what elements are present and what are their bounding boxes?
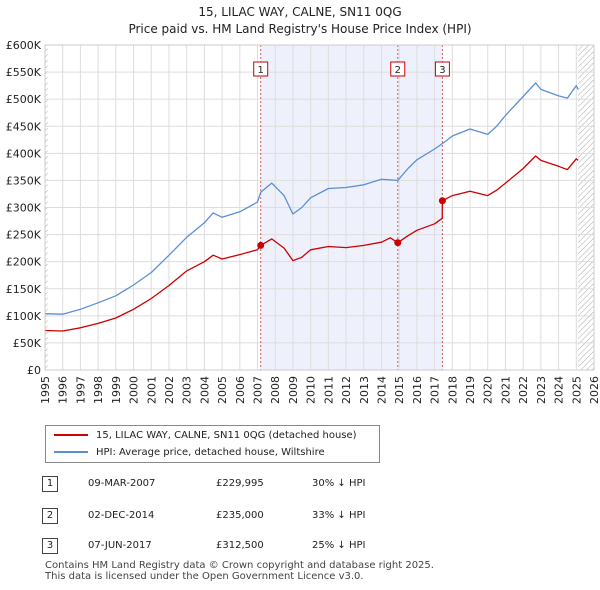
chart-subtitle: Price paid vs. HM Land Registry's House … xyxy=(128,22,471,36)
x-tick-label: 2008 xyxy=(269,376,282,404)
x-tick-label: 1999 xyxy=(110,376,123,404)
x-tick-label: 2010 xyxy=(305,376,318,404)
footer-licence: This data is licensed under the Open Gov… xyxy=(45,571,364,582)
price-chart: 15, LILAC WAY, CALNE, SN11 0QG Price pai… xyxy=(6,5,600,404)
y-tick-label: £550K xyxy=(6,66,42,79)
sale-point xyxy=(394,239,402,247)
x-tick-label: 2023 xyxy=(535,376,548,404)
x-tick-label: 2006 xyxy=(234,376,247,404)
y-tick-label: £0 xyxy=(27,364,41,377)
footer: Contains HM Land Registry data © Crown c… xyxy=(45,560,434,582)
sale-marker-box-label: 1 xyxy=(258,65,264,76)
sale-marker-boxes: 1 2 3 xyxy=(253,61,450,77)
x-axis-ticks: 1995 1996 1997 1998 1999 2000 2001 2002 2003 2004… xyxy=(39,376,600,404)
x-tick-label: 2024 xyxy=(553,376,566,404)
sale-hpi-diff: 33% ↓ HPI xyxy=(312,510,366,521)
y-tick-label: £300K xyxy=(6,202,42,215)
sale-date: 02-DEC-2014 xyxy=(88,510,155,521)
x-tick-label: 2025 xyxy=(570,376,583,404)
sale-marker-box-frame xyxy=(253,61,269,77)
y-tick-label: £450K xyxy=(6,120,42,133)
sale-price: £312,500 xyxy=(216,540,264,551)
sale-point xyxy=(438,197,446,205)
x-tick-label: 2001 xyxy=(145,376,158,404)
sale-badge: 1 xyxy=(42,476,58,492)
y-tick-label: £500K xyxy=(6,93,42,106)
x-tick-label: 2017 xyxy=(429,376,442,404)
sale-date: 07-JUN-2017 xyxy=(88,540,152,551)
x-tick-label: 2015 xyxy=(393,376,406,404)
sale-hpi-diff: 25% ↓ HPI xyxy=(312,540,366,551)
y-tick-label: £150K xyxy=(6,283,42,296)
x-tick-label: 2026 xyxy=(588,376,600,404)
sale-row: 3 07-JUN-2017 £312,500 25% ↓ HPI xyxy=(42,538,382,554)
x-tick-label: 1996 xyxy=(57,376,70,404)
x-tick-label: 2019 xyxy=(464,376,477,404)
y-tick-label: £400K xyxy=(6,147,42,160)
x-tick-label: 2000 xyxy=(128,376,141,404)
sale-hpi-diff: 30% ↓ HPI xyxy=(312,478,366,489)
plot-border xyxy=(44,44,595,371)
x-tick-label: 1998 xyxy=(92,376,105,404)
sale-marker-box-frame xyxy=(434,61,450,77)
legend-swatch-hpi xyxy=(54,451,88,453)
legend-label-hpi: HPI: Average price, detached house, Wilt… xyxy=(96,447,325,458)
gridlines xyxy=(44,44,595,371)
chart-title: 15, LILAC WAY, CALNE, SN11 0QG xyxy=(198,5,401,19)
x-tick-label: 2009 xyxy=(287,376,300,404)
sale-price: £235,000 xyxy=(216,510,264,521)
sale-price: £229,995 xyxy=(216,478,264,489)
x-tick-label: 2004 xyxy=(198,376,211,404)
legend-swatch-property xyxy=(54,434,88,436)
x-tick-label: 2022 xyxy=(517,376,530,404)
x-tick-label: 2011 xyxy=(322,376,335,404)
sale-row: 1 09-MAR-2007 £229,995 30% ↓ HPI xyxy=(42,476,382,492)
x-tick-label: 2013 xyxy=(358,376,371,404)
x-tick-label: 2005 xyxy=(216,376,229,404)
y-tick-label: £350K xyxy=(6,174,42,187)
x-tick-label: 2021 xyxy=(499,376,512,404)
series-line xyxy=(45,82,579,315)
x-tick-label: 1995 xyxy=(39,376,52,404)
sale-point xyxy=(257,241,265,249)
sale-marker-box-label: 3 xyxy=(439,65,445,76)
y-tick-label: £600K xyxy=(6,39,42,52)
sale-marker-box: 3 xyxy=(434,61,450,77)
sale-marker-box: 1 xyxy=(253,61,269,77)
x-tick-label: 2003 xyxy=(181,376,194,404)
y-tick-label: £250K xyxy=(6,229,42,242)
y-tick-label: £100K xyxy=(6,310,42,323)
sale-marker-box-frame xyxy=(390,61,406,77)
x-tick-label: 2018 xyxy=(446,376,459,404)
sale-points xyxy=(257,197,446,249)
footer-copyright: Contains HM Land Registry data © Crown c… xyxy=(45,560,434,571)
sale-badge: 3 xyxy=(42,538,58,554)
x-tick-label: 2012 xyxy=(340,376,353,404)
sale-marker-box: 2 xyxy=(390,61,406,77)
x-tick-label: 2020 xyxy=(482,376,495,404)
x-tick-label: 2002 xyxy=(163,376,176,404)
x-tick-label: 2007 xyxy=(252,376,265,404)
legend-item-property: 15, LILAC WAY, CALNE, SN11 0QG (detached… xyxy=(54,428,357,444)
x-tick-label: 2014 xyxy=(375,376,388,404)
x-tick-label: 2016 xyxy=(411,376,424,404)
sale-row: 2 02-DEC-2014 £235,000 33% ↓ HPI xyxy=(42,508,382,524)
sale-date: 09-MAR-2007 xyxy=(88,478,156,489)
series-lines xyxy=(45,82,579,332)
x-tick-label: 1997 xyxy=(74,376,87,404)
y-tick-label: £50K xyxy=(13,337,42,350)
sale-badge: 2 xyxy=(42,508,58,524)
legend-item-hpi: HPI: Average price, detached house, Wilt… xyxy=(54,445,325,461)
legend-label-property: 15, LILAC WAY, CALNE, SN11 0QG (detached… xyxy=(96,430,357,441)
series-line xyxy=(45,155,579,332)
y-tick-label: £200K xyxy=(6,256,42,269)
y-axis-ticks: £0 £50K £100K £150K £200K £250K £300K £350K £400… xyxy=(6,39,42,377)
sale-marker-box-label: 2 xyxy=(395,65,401,76)
legend: 15, LILAC WAY, CALNE, SN11 0QG (detached… xyxy=(45,425,380,463)
